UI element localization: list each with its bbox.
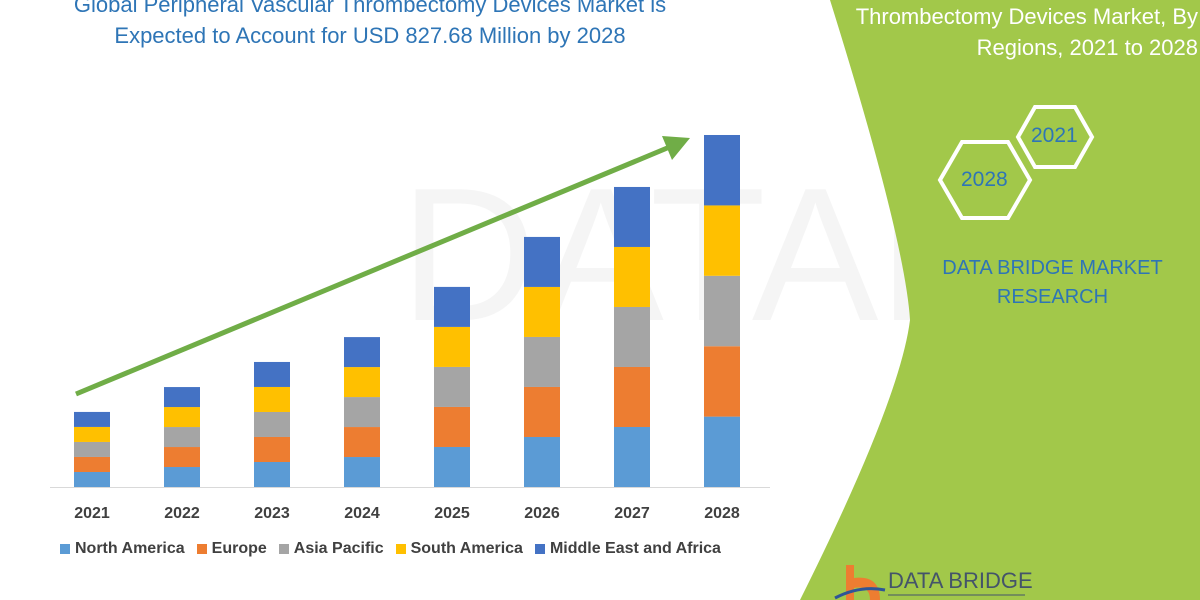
bar-segment-2025-north-america <box>434 446 470 487</box>
side-title-line-1: Thrombectomy Devices Market, By <box>855 4 1198 29</box>
legend-swatch <box>278 544 289 554</box>
bar-segment-2021-europe <box>74 456 110 472</box>
legend-swatch <box>60 544 70 554</box>
bar-segment-2026-asia-pacific <box>524 336 560 387</box>
legend-label: Asia Pacific <box>293 540 384 557</box>
logo-icon <box>834 565 886 600</box>
brand-line-2: RESEARCH <box>996 286 1109 308</box>
bar-segment-2027-asia-pacific <box>614 306 650 367</box>
bar-segment-2027-north-america <box>614 426 650 487</box>
legend-item: Middle East and Africa <box>534 540 721 558</box>
green-panel <box>800 0 1200 600</box>
bar-segment-2024-asia-pacific <box>344 397 380 428</box>
bar-segment-2021-north-america <box>74 471 110 487</box>
bar-segment-2022-north-america <box>164 467 200 487</box>
bar-segment-2026-south-america <box>524 286 560 337</box>
bar-segment-2023-asia-pacific <box>254 411 290 437</box>
bar-segment-2025-south-america <box>434 326 470 367</box>
bar-segment-2027-middle-east-and-africa <box>614 186 650 247</box>
chart-title-line-2: Expected to Account for USD 827.68 Milli… <box>114 23 626 48</box>
logo-text: DATA BRIDGE <box>888 568 1033 593</box>
stacked-bar-chart: 2021 2022 2023 2024 2025 2026 2027 2028 <box>50 134 770 522</box>
x-tick-label: 2027 <box>614 505 650 522</box>
bar-segment-2022-europe <box>164 447 200 468</box>
bar-segment-2024-europe <box>344 427 380 458</box>
bar-segment-2026-middle-east-and-africa <box>524 236 560 287</box>
x-tick-label: 2021 <box>74 505 110 522</box>
x-tick-label: 2023 <box>254 505 290 522</box>
bar-segment-2021-south-america <box>74 426 110 442</box>
bar-segment-2024-south-america <box>344 367 380 398</box>
bar-segment-2028-north-america <box>704 416 740 487</box>
trend-arrow-line <box>75 143 673 397</box>
x-tick-label: 2024 <box>344 505 380 522</box>
legend-label: North America <box>75 540 185 557</box>
bar-segment-2023-north-america <box>254 461 290 487</box>
hexagon-2028 <box>937 140 1033 220</box>
bar-segment-2025-europe <box>434 406 470 447</box>
bar-segment-2021-asia-pacific <box>74 441 110 457</box>
trend-arrow-head-icon <box>662 136 690 160</box>
side-title-line-2: Regions, 2021 to 2028 <box>976 35 1198 60</box>
legend-item: Asia Pacific <box>278 540 384 558</box>
bar-segment-2023-south-america <box>254 386 290 412</box>
bar-segment-2022-south-america <box>164 407 200 428</box>
bar-segment-2025-asia-pacific <box>434 366 470 407</box>
bar-segment-2026-europe <box>524 386 560 437</box>
hexagon-label-2021: 2021 <box>1031 124 1078 147</box>
legend-swatch <box>395 544 406 554</box>
legend-swatch <box>534 544 545 554</box>
legend-swatch <box>196 544 207 554</box>
legend-label: South America <box>410 540 523 557</box>
bar-segment-2023-europe <box>254 436 290 462</box>
bar-segment-2022-middle-east-and-africa <box>164 387 200 408</box>
hexagon-label-2028: 2028 <box>961 168 1008 191</box>
bar-segment-2028-europe <box>704 346 740 417</box>
bar-segment-2028-asia-pacific <box>704 275 740 347</box>
bar-segment-2028-south-america <box>704 205 740 276</box>
bar-segment-2024-north-america <box>344 457 380 487</box>
x-tick-label: 2028 <box>704 505 740 522</box>
bar-segment-2021-middle-east-and-africa <box>74 411 110 427</box>
legend-label: Middle East and Africa <box>549 540 721 557</box>
bar-segment-2022-asia-pacific <box>164 427 200 448</box>
chart-legend: North America Europe Asia Pacific South Ame… <box>60 540 721 558</box>
hexagon-2021 <box>1015 105 1095 169</box>
bar-segment-2028-middle-east-and-africa <box>704 134 740 206</box>
legend-label: Europe <box>211 540 267 557</box>
bar-segment-2027-europe <box>614 366 650 427</box>
x-tick-label: 2025 <box>434 505 470 522</box>
x-tick-label: 2026 <box>524 505 560 522</box>
legend-item: South America <box>395 540 523 558</box>
bar-segment-2025-middle-east-and-africa <box>434 286 470 327</box>
brand-line-1: DATA BRIDGE MARKET <box>942 257 1163 279</box>
bar-segment-2024-middle-east-and-africa <box>344 337 380 368</box>
legend-item: Europe <box>196 540 267 558</box>
x-tick-label: 2022 <box>164 505 200 522</box>
chart-title-line-1: Global Peripheral Vascular Thrombectomy … <box>73 0 667 17</box>
legend-item: North America <box>60 540 185 558</box>
bar-segment-2026-north-america <box>524 436 560 487</box>
bar-segment-2027-south-america <box>614 246 650 307</box>
bar-segment-2023-middle-east-and-africa <box>254 361 290 387</box>
